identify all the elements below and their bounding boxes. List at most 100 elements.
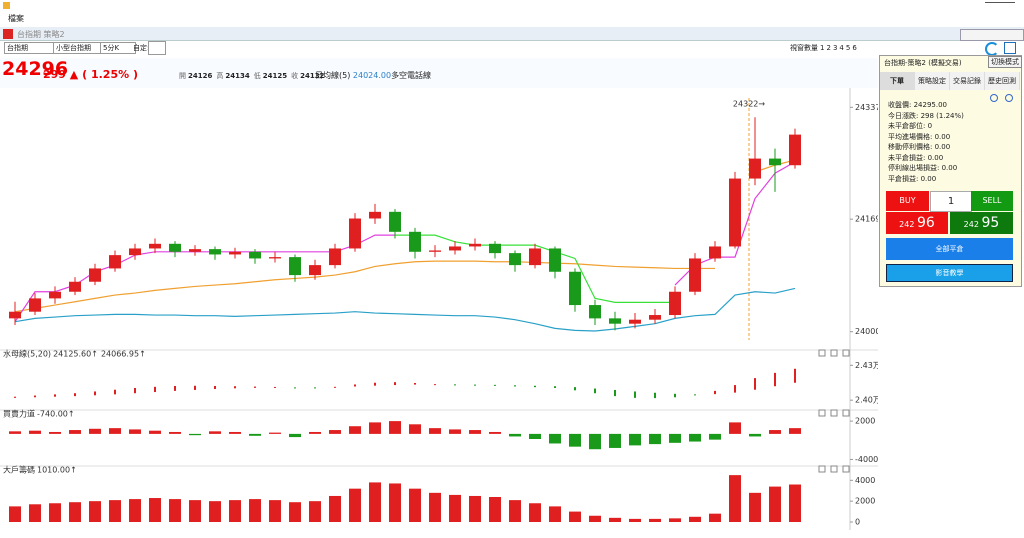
price-head: 242 bbox=[899, 220, 915, 229]
bar bbox=[389, 483, 401, 522]
sell-price[interactable]: 242 95 bbox=[950, 212, 1013, 234]
menu-file[interactable]: 檔案 bbox=[8, 14, 24, 23]
panel-title: 水母線(5,20) bbox=[3, 349, 51, 359]
panel-legend: -740.00↑ bbox=[37, 410, 75, 419]
bar bbox=[169, 431, 181, 434]
range-bar bbox=[74, 393, 76, 397]
ohlc: 開 24126 高 24134 低 24125 收 24132 bbox=[175, 71, 324, 81]
bar bbox=[549, 506, 561, 522]
tab[interactable]: 歷史回測 bbox=[985, 72, 1020, 90]
change: 299 ▲ bbox=[43, 68, 79, 81]
bar bbox=[589, 433, 601, 450]
range-bar bbox=[354, 384, 356, 387]
bar bbox=[729, 475, 741, 522]
product-select[interactable]: 台指期 bbox=[4, 42, 54, 54]
candle-body bbox=[509, 253, 521, 266]
ohlc-label: 低 bbox=[253, 72, 261, 80]
close-all-button[interactable]: 全部平倉 bbox=[886, 238, 1013, 260]
bar bbox=[529, 503, 541, 522]
candle-body bbox=[49, 291, 61, 299]
panel-icon bbox=[830, 465, 838, 473]
bar bbox=[649, 433, 661, 445]
chart-area: 24000 24169 24337 24322→ 2.40万 2.43万 水母線(5,20)… bbox=[0, 88, 878, 530]
bar bbox=[129, 429, 141, 434]
buy-button[interactable]: BUY bbox=[886, 191, 929, 211]
candle-body bbox=[189, 249, 201, 252]
view-option[interactable]: 3 bbox=[832, 44, 838, 52]
view-option[interactable]: 4 bbox=[839, 44, 844, 52]
contract-select[interactable]: 小型台指期 bbox=[53, 42, 101, 54]
tab[interactable]: 交易記錄 bbox=[950, 72, 985, 90]
panel-legend: 24125.60↑ bbox=[53, 350, 98, 359]
tab[interactable]: 策略設定 bbox=[915, 72, 950, 90]
price-tail: 96 bbox=[917, 215, 935, 231]
range-bar bbox=[634, 391, 636, 398]
buy-price[interactable]: 242 96 bbox=[886, 212, 948, 234]
bar bbox=[609, 517, 621, 522]
range-bar bbox=[314, 387, 316, 389]
bar bbox=[529, 433, 541, 439]
bar bbox=[409, 424, 421, 434]
range-bar bbox=[734, 385, 736, 393]
bar bbox=[569, 511, 581, 522]
candle-body bbox=[249, 251, 261, 259]
refresh-icon[interactable] bbox=[985, 42, 999, 56]
y-tick-label: 24000 bbox=[855, 327, 878, 336]
quote-bar bbox=[0, 58, 878, 88]
bar bbox=[249, 499, 261, 522]
bar bbox=[589, 515, 601, 522]
bar bbox=[29, 430, 41, 434]
price-tail: 95 bbox=[981, 215, 1000, 231]
quantity-input[interactable]: 1 bbox=[930, 191, 972, 212]
candle-body bbox=[709, 246, 721, 259]
panel-icon bbox=[842, 349, 850, 357]
bar bbox=[69, 502, 81, 522]
range-bar bbox=[174, 386, 176, 391]
bar bbox=[69, 430, 81, 434]
range-bar bbox=[714, 390, 716, 395]
range-bar bbox=[94, 391, 96, 396]
os-title-bar bbox=[0, 0, 1024, 12]
bar bbox=[109, 428, 121, 434]
candle-body bbox=[169, 243, 181, 252]
settings-icon[interactable] bbox=[1004, 42, 1016, 54]
info-line: 停利線出場損益: 0.00 bbox=[888, 164, 958, 172]
bar bbox=[349, 426, 361, 434]
tab[interactable]: 下單 bbox=[880, 72, 915, 90]
view-option[interactable]: 2 bbox=[826, 44, 831, 52]
zoom-out[interactable] bbox=[1005, 94, 1013, 102]
view-option[interactable]: 6 bbox=[852, 44, 857, 52]
price-head: 242 bbox=[963, 220, 979, 229]
candle-body bbox=[69, 281, 81, 292]
panel-icon bbox=[842, 409, 850, 417]
sell-button[interactable]: SELL bbox=[971, 191, 1013, 211]
os-controls[interactable] bbox=[985, 2, 1015, 11]
info-line: 未平倉部位: 0 bbox=[888, 122, 933, 130]
range-bar bbox=[34, 395, 36, 398]
panel-title: 買賣力道 bbox=[3, 409, 35, 419]
interval-select[interactable]: 5分K bbox=[100, 42, 136, 54]
candle-body bbox=[769, 158, 781, 166]
ohlc-value: 24125 bbox=[262, 72, 288, 80]
bar bbox=[489, 431, 501, 434]
bar bbox=[469, 430, 481, 434]
ma-extra: 多空電話線 bbox=[391, 71, 432, 80]
view-count: 視窗數量 1 2 3 4 5 6 bbox=[790, 43, 857, 53]
window-controls[interactable] bbox=[960, 29, 1024, 41]
view-option[interactable]: 5 bbox=[845, 44, 851, 52]
tutorial-button[interactable]: 影音教學 bbox=[886, 264, 1013, 282]
candle-body bbox=[549, 248, 561, 272]
candle-body bbox=[269, 257, 281, 259]
info-line: 移動停利價格: 0.00 bbox=[888, 143, 951, 151]
bar bbox=[789, 484, 801, 522]
window-title: 台指期 策略2 bbox=[17, 30, 65, 39]
price-change: 299 ▲ ( 1.25% ) bbox=[43, 68, 138, 81]
bar bbox=[9, 506, 21, 522]
view-option[interactable]: 1 bbox=[820, 44, 825, 52]
custom-input[interactable] bbox=[148, 41, 166, 55]
range-bar bbox=[794, 368, 796, 383]
mode-button[interactable]: 切換模式 bbox=[988, 56, 1022, 68]
zoom-in[interactable] bbox=[990, 94, 998, 102]
indicator-line bbox=[14, 287, 796, 332]
